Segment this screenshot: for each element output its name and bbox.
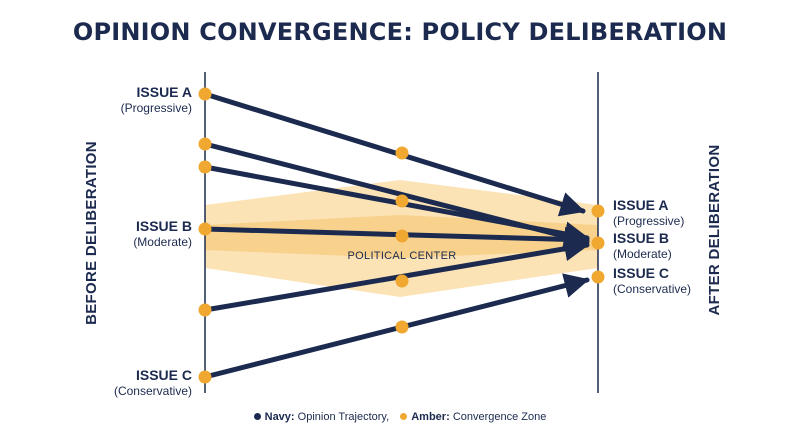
navy-dot-icon xyxy=(253,412,261,420)
trajectory-5 xyxy=(202,236,590,313)
after-deliberation-label: AFTER DELIBERATION xyxy=(706,145,723,316)
node-mid-1 xyxy=(395,146,409,160)
node-after-issue-c xyxy=(591,270,605,284)
node-after-issue-b xyxy=(591,236,605,250)
node-before-5 xyxy=(198,303,212,317)
legend-item-navy: Navy: Opinion Trajectory, xyxy=(253,411,393,423)
right-label-issue-a: ISSUE A xyxy=(613,197,669,213)
left-sublabel-issue-b: (Moderate) xyxy=(133,235,192,249)
node-mid-2 xyxy=(395,194,409,208)
right-sublabel-issue-a: (Progressive) xyxy=(613,214,684,228)
political-center-label: POLITICAL CENTER xyxy=(348,250,457,262)
diagram-title: OPINION CONVERGENCE: POLICY DELIBERATION xyxy=(72,18,728,46)
legend-text-navy: Opinion Trajectory, xyxy=(297,411,390,423)
node-before-issue-a xyxy=(198,87,212,101)
node-before-issue-c xyxy=(198,370,212,384)
amber-dot-icon xyxy=(400,412,408,420)
trajectory-1 xyxy=(202,91,586,217)
right-label-issue-c: ISSUE C xyxy=(613,265,669,281)
left-label-issue-c: ISSUE C xyxy=(136,367,192,383)
node-mid-5 xyxy=(395,320,409,334)
before-deliberation-label: BEFORE DELIBERATION xyxy=(83,141,100,325)
node-after-issue-a xyxy=(591,204,605,218)
node-before-3 xyxy=(198,160,212,174)
node-mid-4 xyxy=(395,274,409,288)
legend-key-amber: Amber: xyxy=(411,411,450,423)
legend: Navy: Opinion Trajectory, Amber: Converg… xyxy=(0,411,800,423)
right-sublabel-issue-b: (Moderate) xyxy=(613,247,672,261)
right-label-issue-b: ISSUE B xyxy=(613,230,669,246)
node-before-2 xyxy=(198,137,212,151)
legend-item-amber: Amber: Convergence Zone xyxy=(400,411,546,423)
legend-text-amber: Convergence Zone xyxy=(452,411,547,423)
left-sublabel-issue-a: (Progressive) xyxy=(121,101,192,115)
node-before-issue-b xyxy=(198,222,212,236)
left-label-issue-b: ISSUE B xyxy=(136,218,192,234)
left-label-issue-a: ISSUE A xyxy=(137,84,193,100)
node-mid-3 xyxy=(395,229,409,243)
left-sublabel-issue-c: (Conservative) xyxy=(114,384,192,398)
legend-key-navy: Navy: xyxy=(264,411,295,423)
right-sublabel-issue-c: (Conservative) xyxy=(613,282,691,296)
